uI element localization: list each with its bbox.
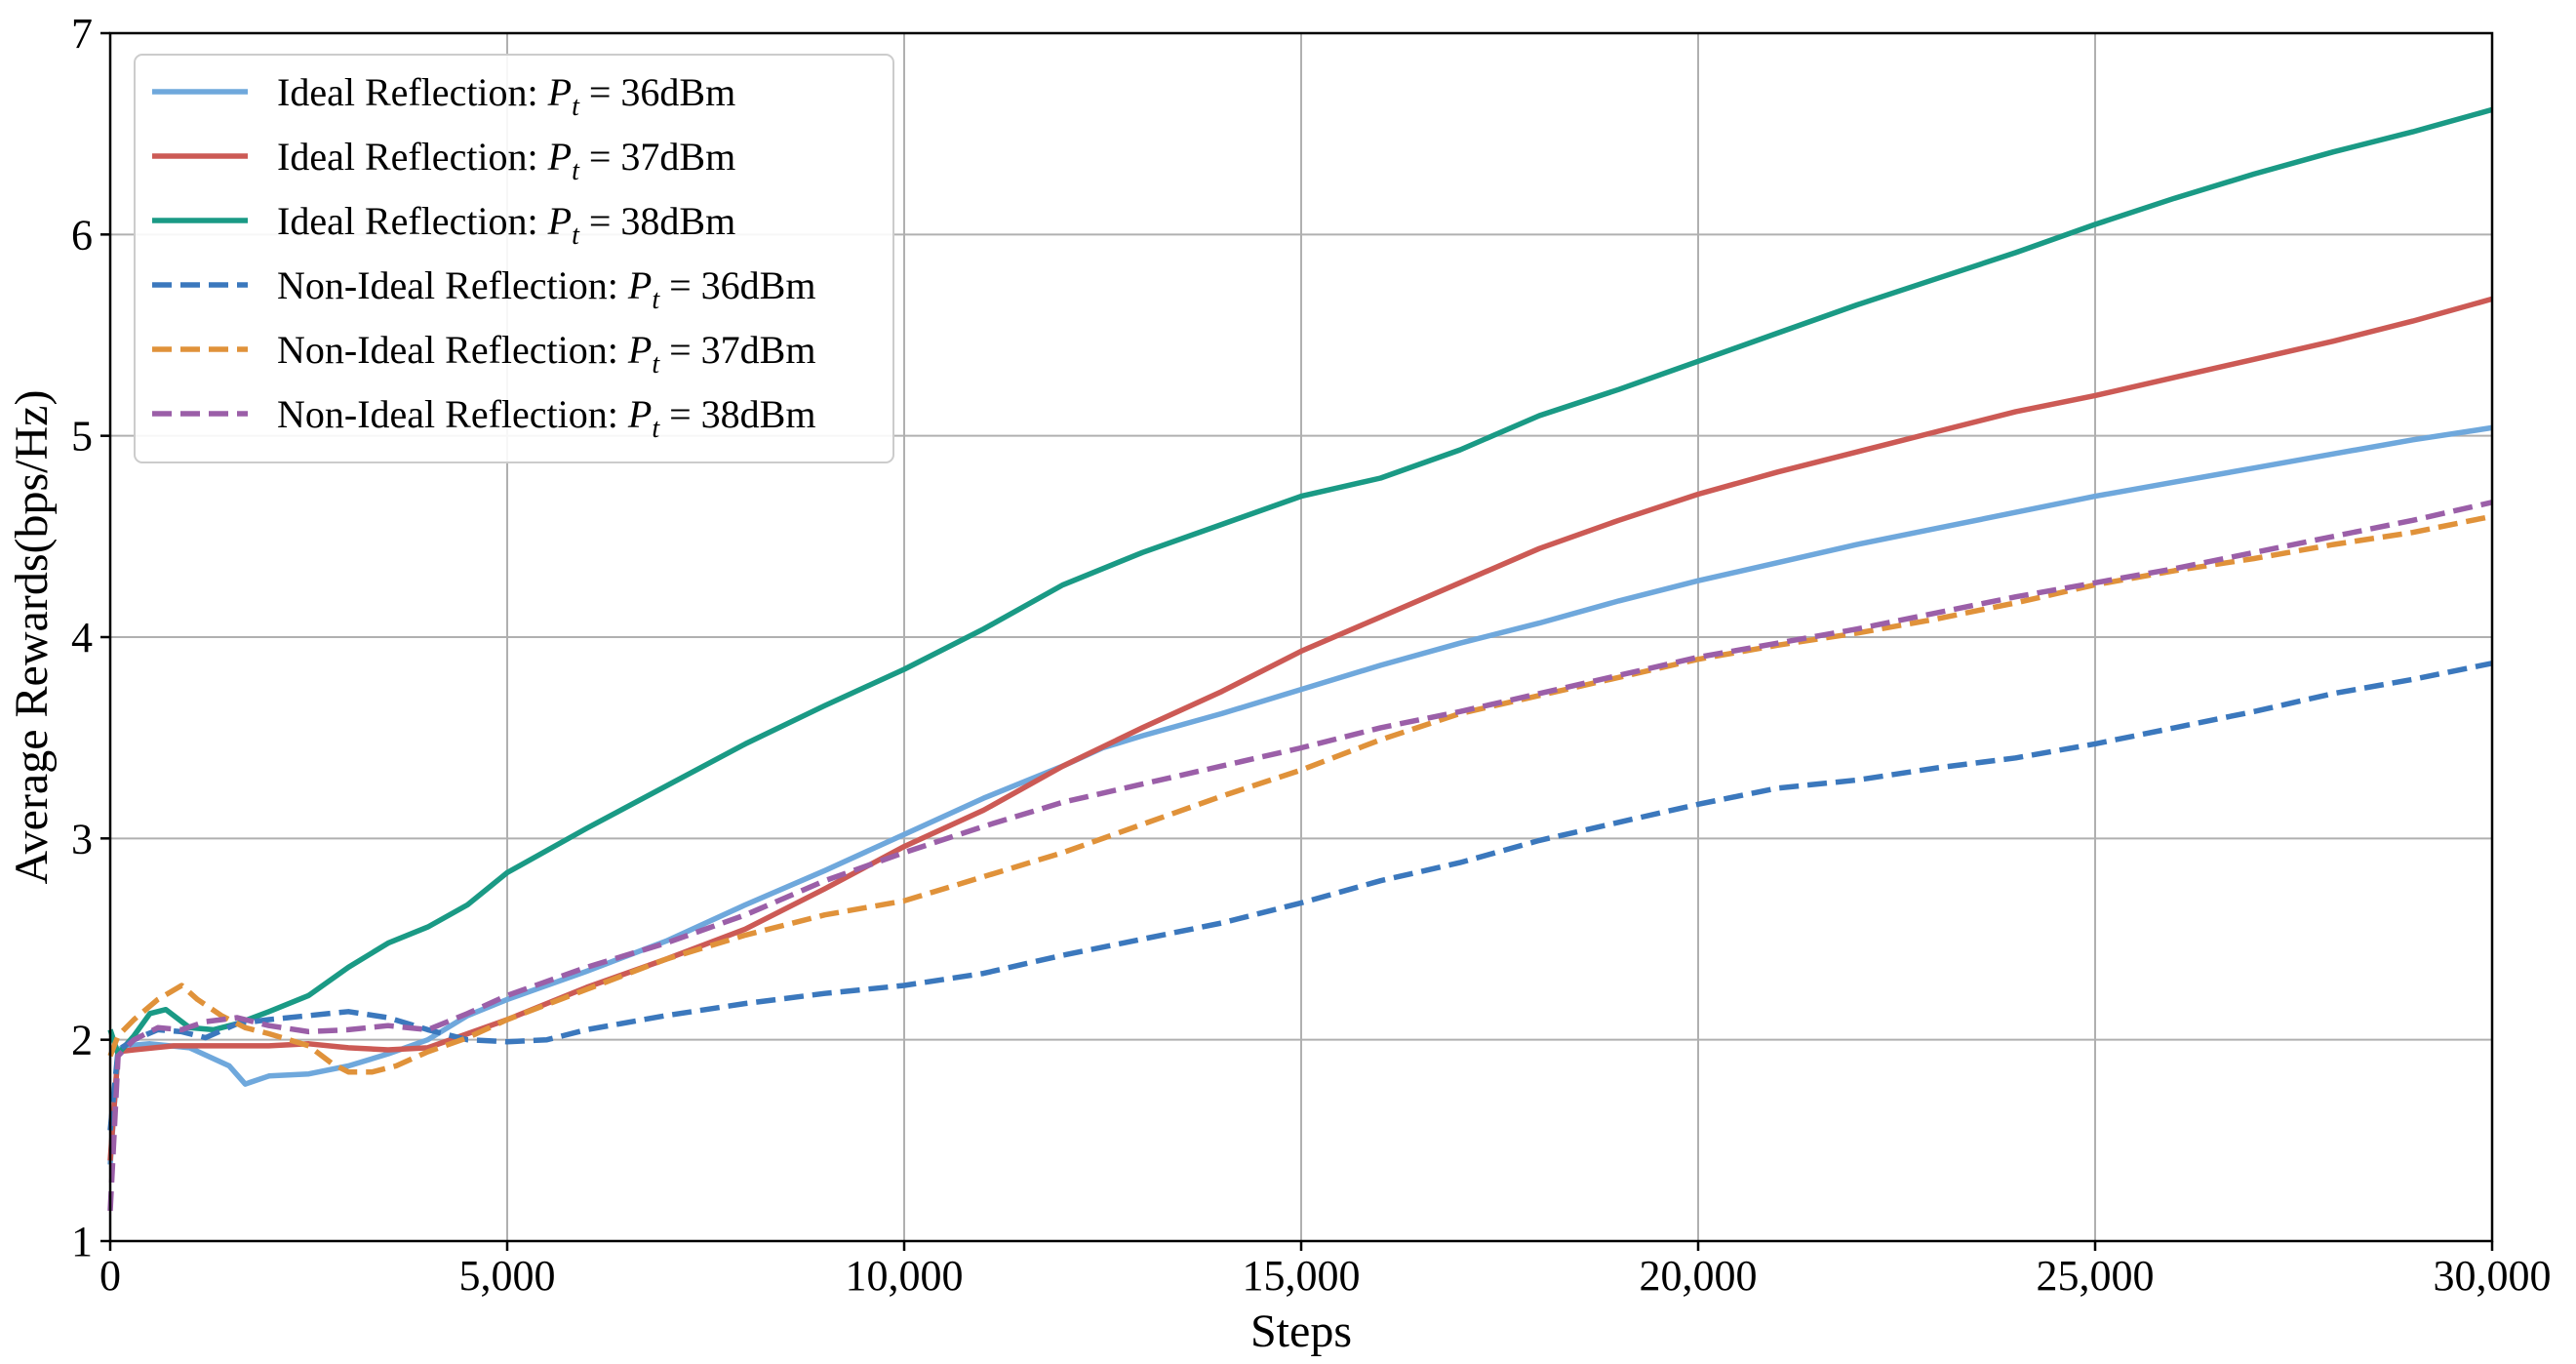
y-axis-title: Average Rewards(bps/Hz) [6, 390, 58, 885]
legend-label: Ideal Reflection: Pt = 37dBm [277, 135, 735, 186]
y-tick-label: 7 [71, 10, 93, 58]
legend-box [134, 54, 894, 463]
x-axis-title: Steps [1250, 1305, 1352, 1357]
series-line-1 [107, 424, 2493, 1165]
legend-label: Ideal Reflection: Pt = 36dBm [277, 70, 735, 122]
x-tick-label: 10,000 [846, 1252, 964, 1300]
y-tick-label: 6 [71, 211, 93, 259]
y-tick-label: 2 [71, 1017, 93, 1064]
y-tick-label: 4 [71, 614, 93, 662]
y-tick-label: 1 [71, 1218, 93, 1265]
legend-label: Non-Ideal Reflection: Pt = 37dBm [277, 328, 815, 380]
legend: Ideal Reflection: Pt = 36dBm Ideal Reflec… [134, 54, 894, 463]
x-tick-label: 5,000 [459, 1252, 556, 1300]
y-tick-label: 5 [71, 413, 93, 461]
x-tick-label: 30,000 [2434, 1252, 2552, 1300]
x-tick-label: 25,000 [2037, 1252, 2155, 1300]
series-line-6 [107, 500, 2493, 1212]
x-tick-label: 20,000 [1640, 1252, 1758, 1300]
x-tick-label: 15,000 [1243, 1252, 1361, 1300]
y-tick-label: 3 [71, 815, 93, 863]
legend-label: Non-Ideal Reflection: Pt = 38dBm [277, 392, 815, 444]
ticks: 0 5,000 10,000 15,000 20,000 25,000 30,000 1 2 3 4… [71, 10, 2552, 1300]
x-tick-label: 0 [99, 1252, 121, 1300]
legend-label: Ideal Reflection: Pt = 38dBm [277, 199, 735, 251]
series-line-5 [107, 513, 2493, 1075]
series-line-3 [107, 106, 2493, 1057]
legend-label: Non-Ideal Reflection: Pt = 36dBm [277, 263, 815, 315]
series-layer [107, 106, 2493, 1212]
series-line-4 [107, 661, 2493, 1131]
